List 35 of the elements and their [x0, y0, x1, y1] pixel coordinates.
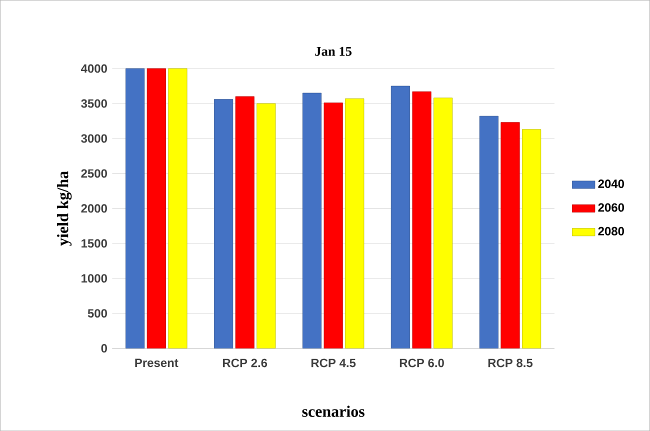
bar: [390, 86, 410, 348]
bar: [479, 116, 498, 348]
bar: [302, 92, 322, 348]
bar: [168, 68, 188, 348]
chart-title: Jan 15: [315, 46, 352, 56]
y-tick-label: 2500: [81, 169, 107, 178]
bar: [214, 99, 234, 348]
x-tick-label: RCP 2.6: [223, 358, 268, 368]
y-tick-label: 0: [101, 344, 107, 352]
x-tick-label: Present: [135, 358, 178, 367]
y-tick-label: 1000: [82, 274, 107, 283]
y-tick-label: 2000: [81, 204, 107, 213]
x-axis-title: scenarios: [302, 406, 364, 417]
bar: [500, 122, 520, 348]
bar: [434, 98, 453, 348]
bar: [324, 102, 343, 348]
x-tick-label: RCP 8.5: [488, 358, 533, 368]
y-tick-label: 1500: [82, 239, 107, 248]
y-tick-label: 3000: [81, 134, 107, 143]
y-tick-label: 500: [88, 309, 107, 318]
bar: [256, 103, 276, 348]
bar: [522, 129, 542, 348]
bar: [146, 68, 166, 348]
y-tick-label: 4000: [80, 64, 107, 73]
x-tick-label: RCP 4.5: [311, 358, 356, 368]
bar: [126, 68, 145, 348]
legend-label: 2060: [598, 203, 624, 212]
legend-label: 2040: [598, 179, 624, 188]
legend-label: 2080: [598, 226, 624, 236]
y-tick-label: 3500: [81, 99, 107, 108]
bar: [345, 98, 364, 348]
bar: [412, 91, 432, 348]
y-axis-title: yield kg/ha: [57, 171, 72, 246]
x-tick-label: RCP 6.0: [400, 358, 444, 368]
bar: [235, 96, 254, 348]
